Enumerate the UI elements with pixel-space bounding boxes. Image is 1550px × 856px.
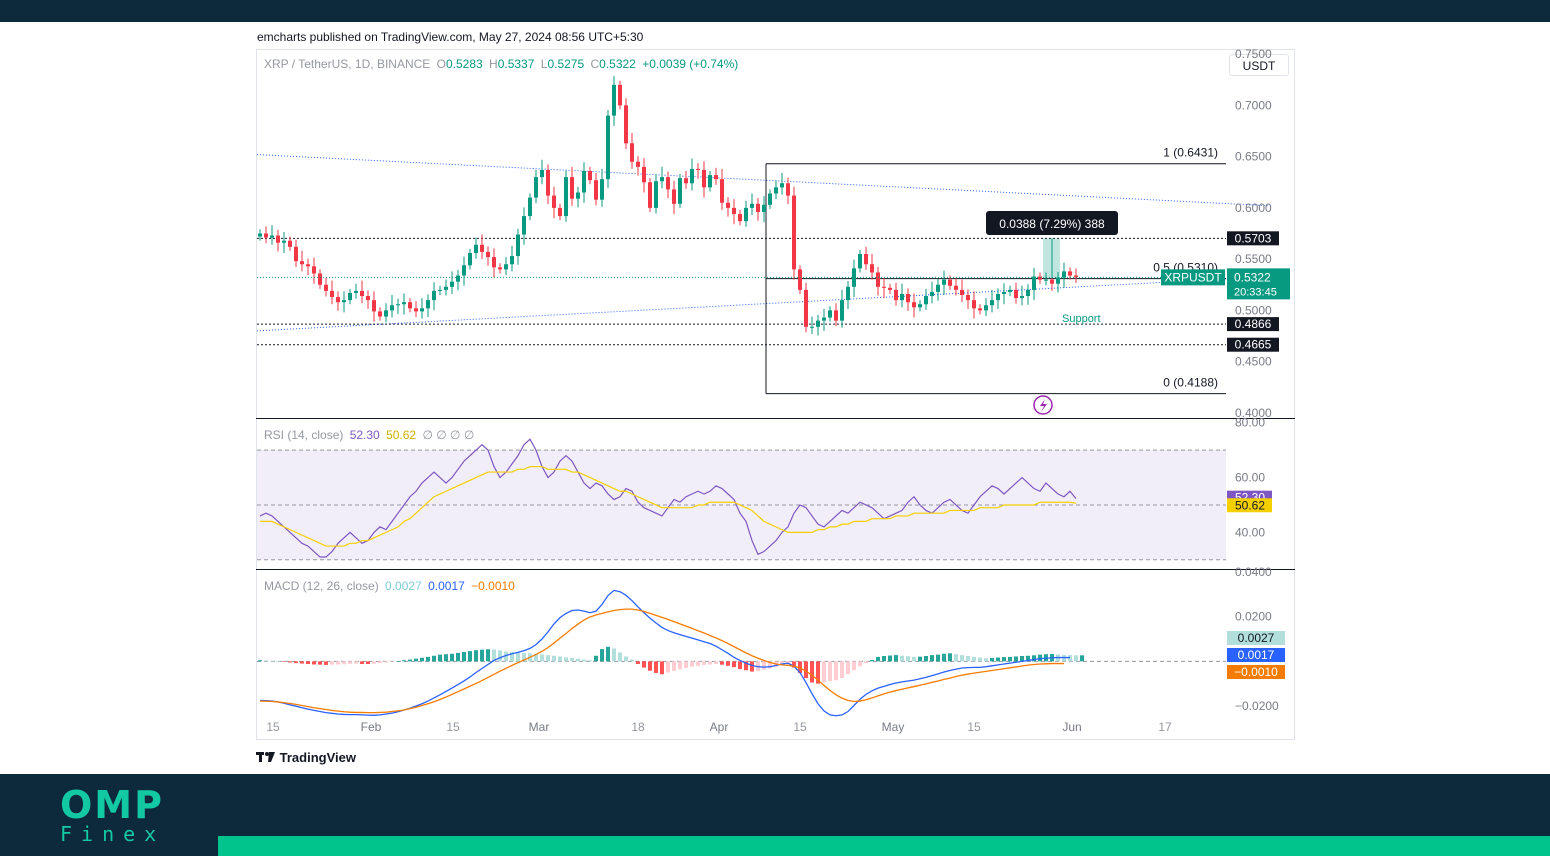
pane-separator-rsi-macd[interactable]	[256, 569, 1295, 570]
high-value: 0.5337	[497, 57, 535, 71]
close-label: C	[590, 57, 600, 71]
footer-accent-strip	[218, 836, 1550, 856]
rsi-hidden-icons: ∅ ∅ ∅ ∅	[422, 428, 475, 442]
tradingview-logo-icon	[256, 752, 275, 762]
chart-frame	[256, 49, 1295, 740]
macd-legend: MACD (12, 26, close) 0.0027 0.0017 −0.00…	[264, 579, 518, 593]
logo-bottom: Finex	[60, 822, 166, 846]
low-label: L	[540, 57, 548, 71]
rsi-value: 52.30	[349, 428, 380, 442]
tradingview-watermark[interactable]: TradingView	[256, 750, 356, 765]
ompfinex-logo[interactable]: OMP Finex	[60, 786, 165, 844]
rsi-legend: RSI (14, close) 52.30 50.62 ∅ ∅ ∅ ∅	[264, 428, 477, 442]
published-line: emcharts published on TradingView.com, M…	[257, 30, 644, 44]
change-value: +0.0039 (+0.74%)	[642, 57, 739, 71]
high-label: H	[489, 57, 498, 71]
currency-button[interactable]: USDT	[1229, 54, 1289, 76]
open-label: O	[436, 57, 446, 71]
macd-signal-value: −0.0010	[471, 579, 515, 593]
rsi-label[interactable]: RSI (14, close)	[264, 428, 344, 442]
pane-separator-price-rsi[interactable]	[256, 418, 1295, 419]
open-value: 0.5283	[445, 57, 483, 71]
logo-top: OMP	[60, 783, 164, 827]
macd-hist-value: 0.0027	[385, 579, 422, 593]
close-value: 0.5322	[599, 57, 636, 71]
low-value: 0.5275	[547, 57, 585, 71]
symbol-label[interactable]: XRP / TetherUS, 1D, BINANCE	[264, 57, 431, 71]
top-banner	[0, 0, 1550, 22]
macd-label[interactable]: MACD (12, 26, close)	[264, 579, 379, 593]
macd-value: 0.0017	[428, 579, 465, 593]
rsi-ma-value: 50.62	[386, 428, 417, 442]
price-legend: XRP / TetherUS, 1D, BINANCE O0.5283 H0.5…	[264, 57, 741, 71]
tradingview-label: TradingView	[279, 750, 356, 765]
